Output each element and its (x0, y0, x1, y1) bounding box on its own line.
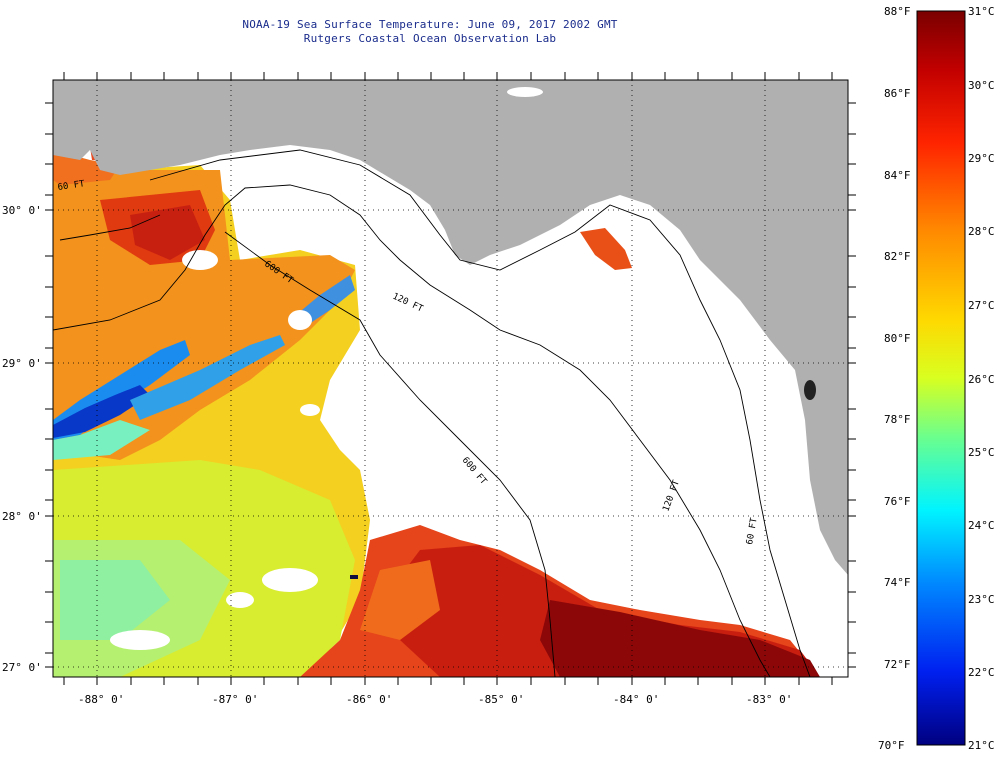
lat-label-29: 29° 0' (2, 357, 42, 370)
lon-label-88: -88° 0' (78, 693, 124, 706)
f-label-70: 70°F (878, 739, 905, 752)
f-label-74: 74°F (884, 576, 911, 589)
contour-label-60ft-west: 60 FT (57, 179, 86, 193)
latitude-labels: 30° 0' 29° 0' 28° 0' 27° 0' (2, 204, 42, 674)
f-label-72: 72°F (884, 658, 911, 671)
lon-label-87: -87° 0' (212, 693, 258, 706)
lat-label-30: 30° 0' (2, 204, 42, 217)
c-label-29: 29°C (968, 152, 995, 165)
map-subtitle: Rutgers Coastal Ocean Observation Lab (303, 32, 557, 45)
c-label-28: 28°C (968, 225, 995, 238)
sst-imagery (53, 110, 820, 677)
f-label-84: 84°F (884, 169, 911, 182)
c-label-30: 30°C (968, 79, 995, 92)
lat-label-28: 28° 0' (2, 510, 42, 523)
lat-label-27: 27° 0' (2, 661, 42, 674)
lon-label-85: -85° 0' (478, 693, 524, 706)
c-label-31: 31°C (968, 5, 995, 18)
c-label-21: 21°C (968, 739, 995, 752)
f-label-82: 82°F (884, 250, 911, 263)
f-label-78: 78°F (884, 413, 911, 426)
lon-label-83: -83° 0' (746, 693, 792, 706)
axis-ticks (45, 72, 856, 685)
colorbar-gradient (916, 10, 966, 746)
c-label-23: 23°C (968, 593, 995, 606)
f-label-80: 80°F (884, 332, 911, 345)
longitude-labels: -88° 0' -87° 0' -86° 0' -85° 0' -84° 0' … (78, 693, 792, 706)
map-frame (52, 79, 849, 678)
f-label-86: 86°F (884, 87, 911, 100)
c-label-26: 26°C (968, 373, 995, 386)
land-mass (53, 80, 848, 575)
colorbar-celsius-labels: 31°C 30°C 29°C 28°C 27°C 26°C 25°C 24°C … (968, 5, 995, 752)
c-label-22: 22°C (968, 666, 995, 679)
map-title: NOAA-19 Sea Surface Temperature: June 09… (242, 18, 618, 31)
f-label-88: 88°F (884, 5, 911, 18)
c-label-25: 25°C (968, 446, 995, 459)
lon-label-86: -86° 0' (346, 693, 392, 706)
contour-label-60ft-east: 60 FT (745, 517, 760, 546)
lon-label-84: -84° 0' (613, 693, 659, 706)
f-label-76: 76°F (884, 495, 911, 508)
map-area (53, 80, 848, 677)
c-label-24: 24°C (968, 519, 995, 532)
c-label-27: 27°C (968, 299, 995, 312)
colorbar-fahrenheit-labels: 88°F 86°F 84°F 82°F 80°F 78°F 76°F 74°F … (878, 5, 911, 752)
colorbar: 88°F 86°F 84°F 82°F 80°F 78°F 76°F 74°F … (878, 5, 995, 752)
